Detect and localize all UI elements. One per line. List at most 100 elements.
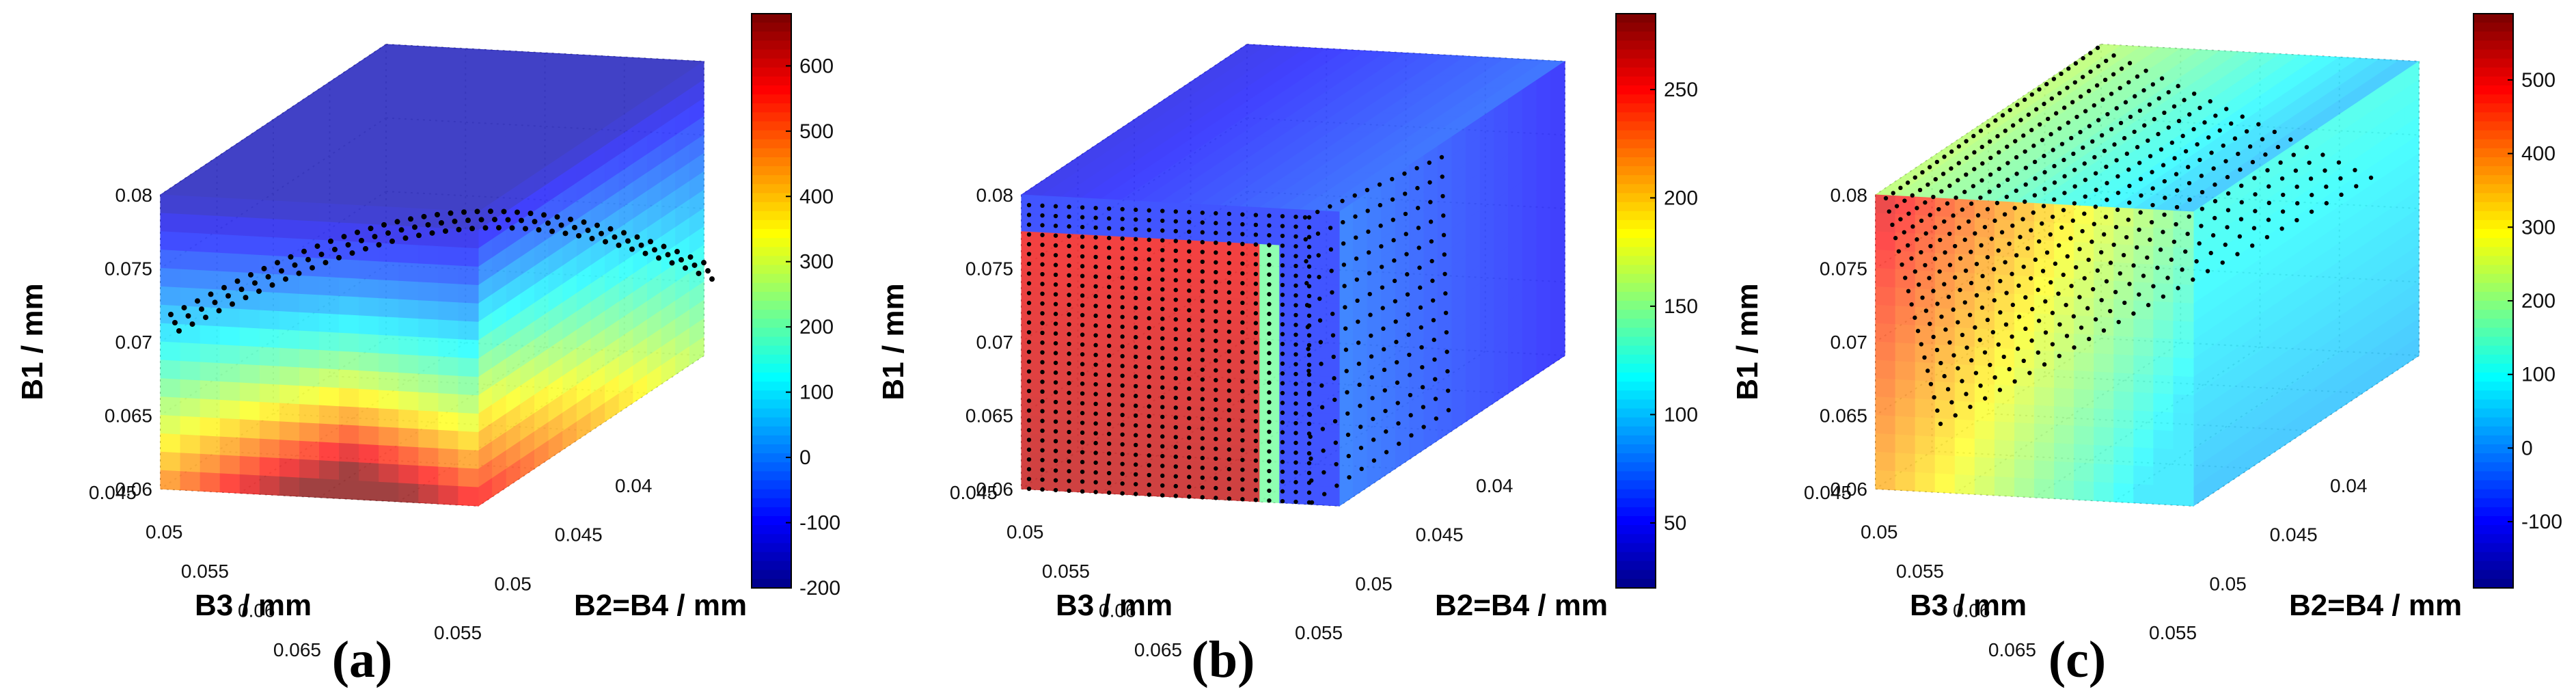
marker-point — [1120, 206, 1125, 212]
marker-point — [1938, 421, 1943, 427]
marker-point — [1951, 213, 1956, 218]
marker-point — [2042, 187, 2047, 191]
marker-point — [478, 217, 484, 223]
colorbar-step — [2474, 489, 2513, 499]
marker-point — [1093, 431, 1098, 436]
marker-point — [2147, 102, 2152, 107]
marker-point — [1267, 301, 1272, 306]
colorbar-step — [752, 85, 791, 96]
marker-point — [2074, 114, 2079, 120]
marker-point — [1080, 244, 1085, 249]
marker-point — [482, 225, 489, 231]
marker-point — [1080, 234, 1085, 239]
marker-point — [1964, 345, 1969, 350]
marker-point — [1214, 211, 1218, 216]
marker-point — [402, 235, 409, 241]
marker-point — [1920, 295, 1925, 300]
marker-point — [1040, 271, 1045, 277]
colorbar-step — [1616, 516, 1656, 526]
marker-point — [1067, 361, 1071, 366]
marker-point — [501, 209, 507, 215]
marker-point — [1106, 441, 1112, 446]
marker-point — [1280, 469, 1285, 474]
marker-point — [1280, 381, 1285, 386]
marker-point — [1240, 320, 1245, 325]
marker-point — [2023, 165, 2029, 170]
marker-point — [1160, 336, 1165, 341]
marker-point — [1934, 347, 1940, 353]
z-axis-label: B1 / mm — [16, 283, 49, 400]
marker-point — [1306, 274, 1312, 279]
colorbar-step — [1616, 498, 1656, 508]
marker-point — [532, 219, 538, 225]
marker-point — [1187, 377, 1192, 381]
marker-point — [265, 273, 271, 280]
marker-point — [1187, 239, 1192, 244]
marker-point — [1392, 278, 1397, 284]
marker-point — [1956, 161, 1961, 165]
marker-point — [248, 271, 254, 278]
right-face — [478, 61, 704, 507]
marker-point — [1026, 300, 1032, 306]
colorbar-step — [752, 363, 791, 373]
marker-point — [2037, 87, 2042, 92]
marker-point — [2266, 217, 2271, 222]
marker-point — [1440, 193, 1445, 199]
marker-point — [2150, 170, 2154, 174]
marker-point — [1293, 352, 1298, 357]
marker-point — [1173, 435, 1178, 440]
colorbar-step — [2474, 327, 2513, 338]
marker-point — [1919, 218, 1924, 224]
marker-point — [2182, 98, 2187, 103]
marker-point — [1306, 362, 1312, 367]
marker-point — [1379, 244, 1384, 249]
marker-point — [1053, 253, 1058, 258]
colorbar-step — [1616, 569, 1656, 580]
marker-point — [1941, 172, 1946, 176]
y-tick-label: 0.055 — [2149, 622, 2197, 643]
marker-point — [701, 260, 707, 266]
marker-point — [1267, 488, 1272, 493]
marker-point — [2050, 214, 2055, 219]
colorbar-step — [2474, 76, 2513, 86]
marker-point — [1227, 349, 1232, 354]
marker-point — [1919, 250, 1923, 255]
colorbar-tick-label: -100 — [799, 512, 840, 535]
colorbar-step — [1616, 157, 1656, 167]
marker-point — [1053, 224, 1058, 228]
marker-point — [568, 216, 573, 222]
marker-point — [1040, 369, 1045, 375]
marker-point — [1026, 222, 1032, 227]
marker-point — [2195, 142, 2200, 147]
voxel-cell — [1319, 486, 1340, 507]
marker-point — [1147, 247, 1151, 252]
marker-point — [1147, 316, 1151, 321]
colorbar-tick-label: 150 — [1664, 295, 1698, 318]
marker-point — [238, 286, 245, 293]
marker-point — [545, 220, 551, 226]
marker-point — [1053, 458, 1058, 464]
marker-point — [1446, 407, 1451, 413]
marker-point — [2090, 139, 2095, 144]
marker-point — [1026, 476, 1032, 481]
marker-point — [1133, 227, 1138, 232]
marker-point — [2111, 72, 2116, 77]
marker-point — [1053, 419, 1058, 424]
marker-point — [2138, 210, 2143, 215]
marker-point — [2163, 196, 2167, 200]
marker-point — [2003, 260, 2008, 265]
marker-point — [1053, 292, 1058, 297]
colorbar-step — [752, 193, 791, 203]
marker-point — [2064, 302, 2068, 308]
marker-point — [1187, 258, 1192, 264]
marker-point — [1969, 280, 1974, 286]
marker-point — [2005, 144, 2010, 149]
marker-point — [2095, 268, 2100, 273]
marker-point — [2062, 191, 2067, 196]
marker-point — [2141, 273, 2146, 278]
marker-point — [2213, 113, 2218, 118]
marker-point — [1053, 390, 1058, 394]
marker-point — [1173, 228, 1178, 234]
marker-point — [1240, 448, 1245, 453]
